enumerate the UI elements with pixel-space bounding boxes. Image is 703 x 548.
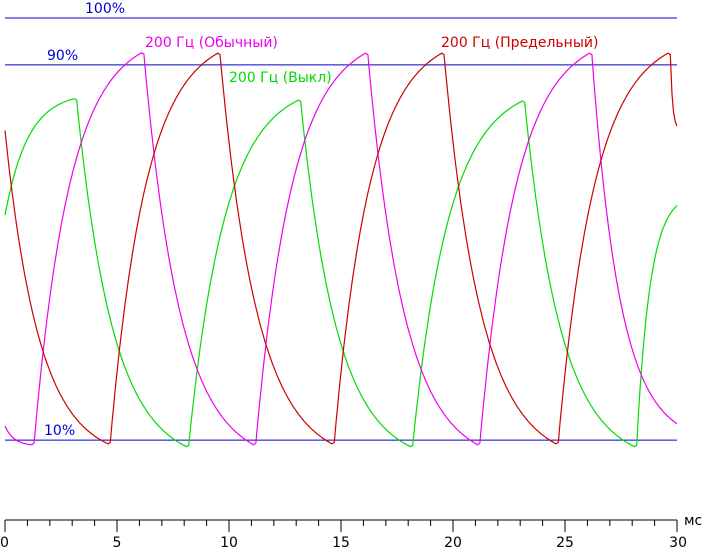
series-line-0 — [4, 98, 678, 448]
series-line-1 — [4, 52, 678, 446]
series-labels: 200 Гц (Выкл) 200 Гц (Обычный) 200 Гц (Пре… — [145, 35, 598, 86]
series-label-1: 200 Гц (Обычный) — [145, 35, 278, 51]
reference-lines: 100% 90% 10% — [5, 1, 677, 441]
x-tick-label: 30 — [669, 535, 687, 548]
x-tick-label: 5 — [113, 535, 122, 548]
x-tick-label: 10 — [220, 535, 238, 548]
x-tick-label: 0 — [0, 535, 9, 548]
series-label-2: 200 Гц (Предельный) — [441, 35, 598, 51]
x-axis: 0 5 10 15 20 25 30 мс — [0, 513, 702, 548]
x-tick-label: 20 — [444, 535, 462, 548]
reference-label-100: 100% — [85, 1, 125, 17]
x-axis-unit-label: мс — [684, 513, 702, 529]
reference-label-10: 10% — [44, 423, 75, 439]
series-line-2 — [4, 52, 678, 445]
x-axis-ticks: 0 5 10 15 20 25 30 — [0, 520, 687, 548]
x-tick-label: 15 — [332, 535, 350, 548]
series-label-0: 200 Гц (Выкл) — [229, 70, 332, 86]
x-tick-label: 25 — [556, 535, 574, 548]
series-layer — [4, 52, 678, 448]
reference-label-90: 90% — [47, 48, 78, 64]
